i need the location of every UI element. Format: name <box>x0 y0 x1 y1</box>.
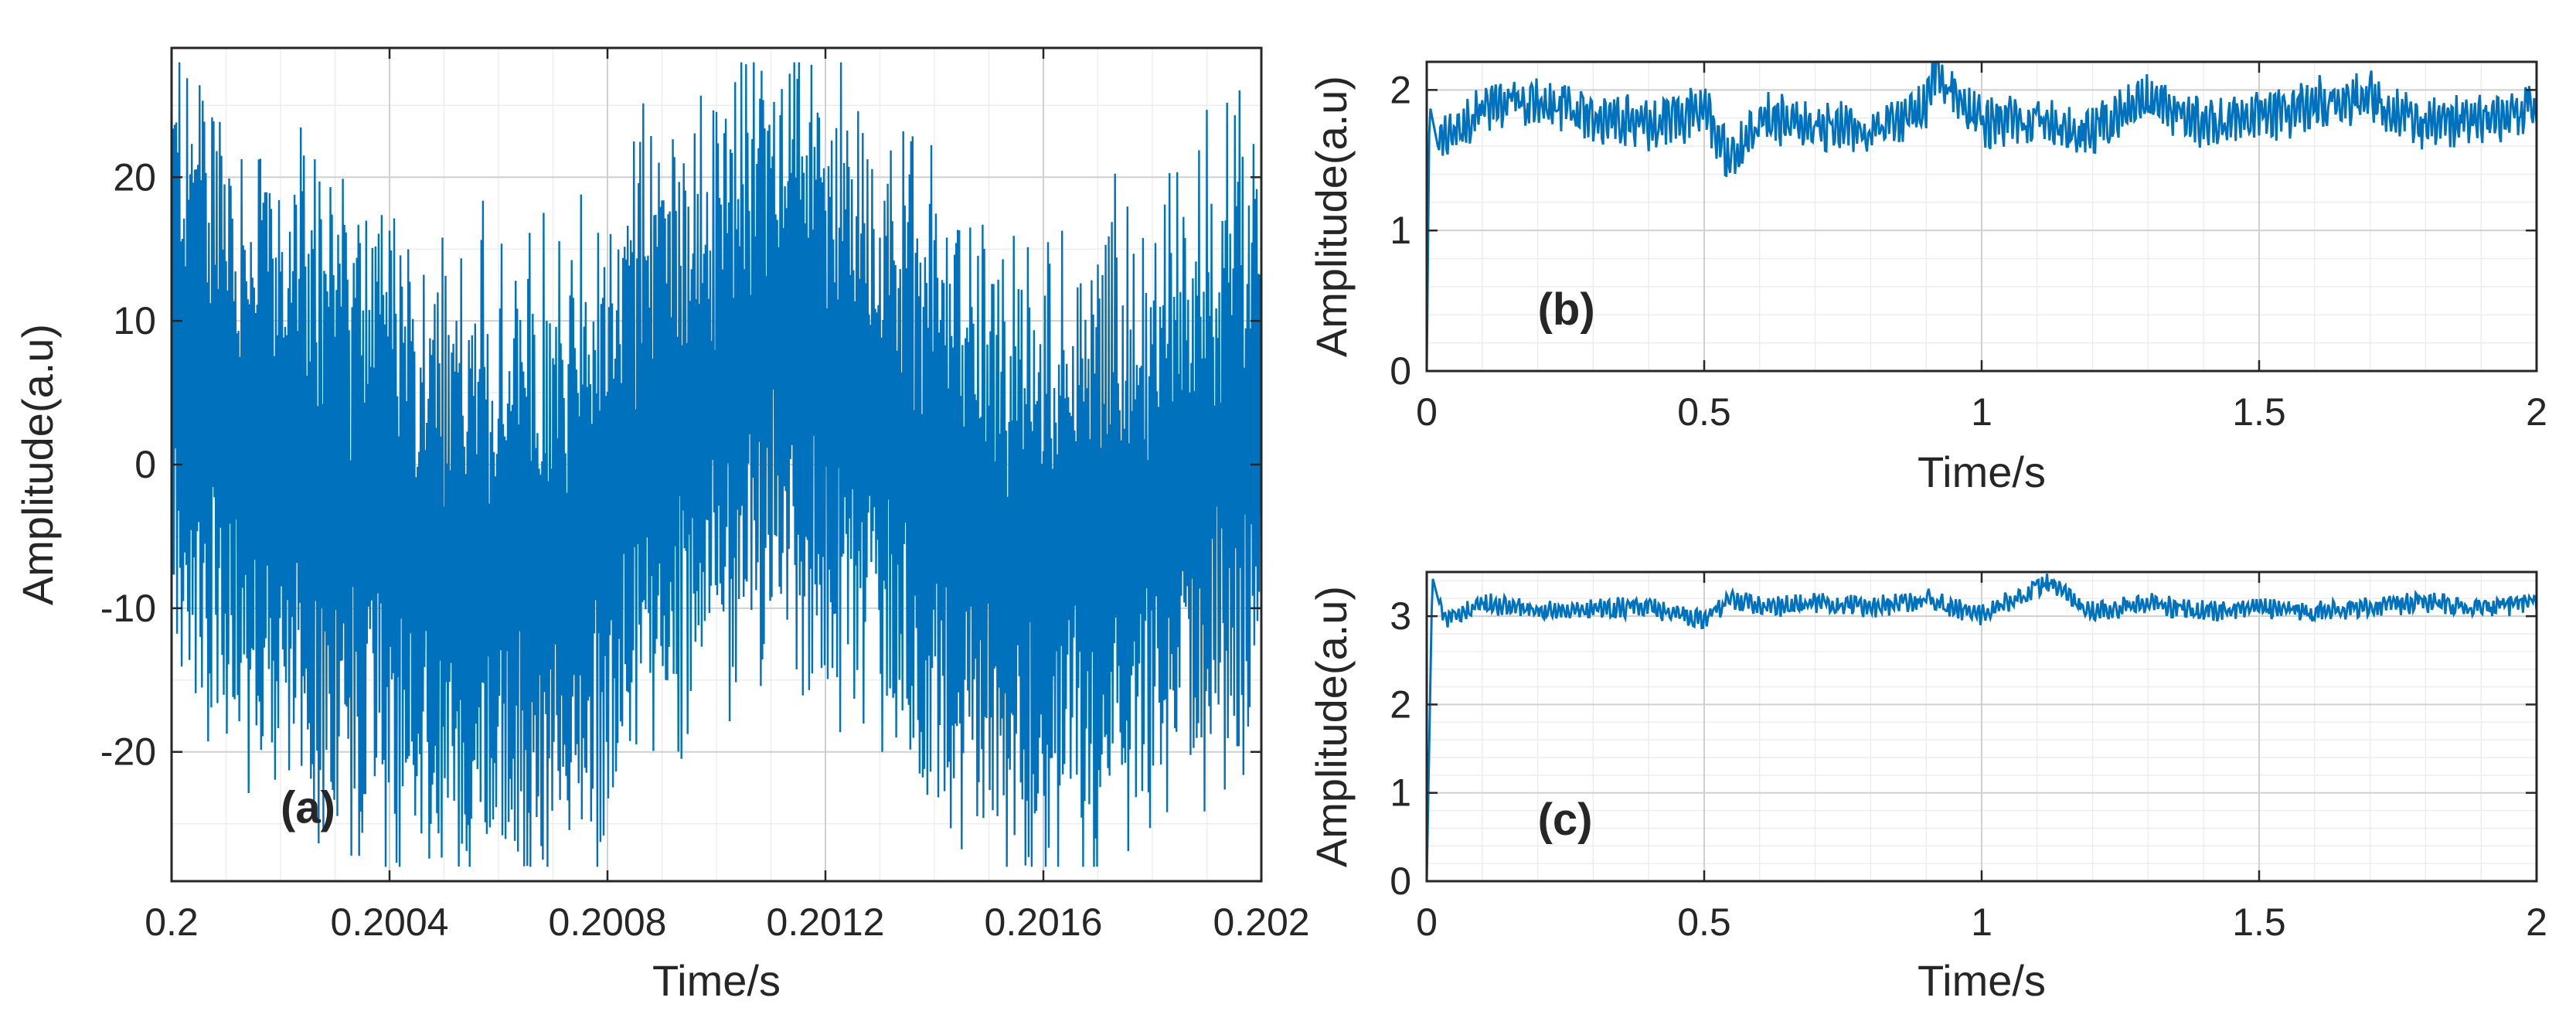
panel-label-c: (c) <box>1538 795 1593 845</box>
y-tick-label: 0 <box>1390 860 1411 903</box>
y-tick-label: 0 <box>1390 349 1411 393</box>
x-axis-label-a: Time/s <box>652 956 781 1005</box>
x-tick-label: 0 <box>1416 901 1438 944</box>
y-tick-label: 0 <box>134 443 156 486</box>
y-tick-label: 20 <box>113 155 156 199</box>
y-axis-label-c: Amplitude(a.u) <box>1307 586 1356 867</box>
y-tick-label: -20 <box>100 730 156 774</box>
x-tick-label: 1 <box>1971 390 1992 434</box>
chart-panel-b: 0 0.5 1 1.5 2 0 1 2 (b) Time/s Amplitude(a.u) <box>1307 60 2547 496</box>
x-tick-label: 0.2 <box>145 901 199 944</box>
x-tick-label: 2 <box>2526 901 2547 944</box>
y-tick-label: 10 <box>113 299 156 342</box>
x-ticks-b: 0 0.5 1 1.5 2 <box>1416 62 2547 434</box>
y-axis-label-b: Amplitude(a.u) <box>1307 76 1356 357</box>
x-tick-label: 1.5 <box>2232 901 2286 944</box>
x-axis-label-c: Time/s <box>1918 956 2046 1005</box>
y-tick-label: 2 <box>1390 68 1411 111</box>
x-tick-label: 1 <box>1971 901 1992 944</box>
x-tick-label: 0.5 <box>1677 901 1731 944</box>
x-axis-label-b: Time/s <box>1918 448 2046 496</box>
x-tick-label: 0.5 <box>1677 390 1731 434</box>
x-ticks-c: 0 0.5 1 1.5 2 <box>1416 572 2547 944</box>
y-tick-label: -10 <box>100 587 156 630</box>
chart-panel-c: 0 0.5 1 1.5 2 0 1 2 3 (c) Time/s Amplitude(a.u) <box>1307 570 2547 1005</box>
chart-panel-a: 0.2 0.2004 0.2008 0.2012 0.2016 0.202 -20-100… <box>13 46 1310 1005</box>
y-tick-label: 1 <box>1390 209 1411 252</box>
y-tick-label: 3 <box>1390 594 1411 638</box>
signal-trace-a <box>170 62 1263 867</box>
response-trace-b <box>1425 60 2538 372</box>
x-tick-label: 1.5 <box>2232 390 2286 434</box>
x-tick-label: 2 <box>2526 390 2547 434</box>
y-tick-label: 2 <box>1390 683 1411 726</box>
x-tick-label: 0.2008 <box>549 901 667 944</box>
x-tick-label: 0.2016 <box>985 901 1103 944</box>
x-ticks-a: 0.2 0.2004 0.2008 0.2012 0.2016 0.202 <box>145 48 1310 944</box>
x-tick-label: 0 <box>1416 390 1438 434</box>
y-ticks-b: 0 1 2 <box>1390 68 2537 393</box>
y-ticks-a: -20 -10 0 10 20 <box>100 155 1261 774</box>
y-ticks-c: 0 1 2 3 <box>1390 594 2537 903</box>
y-axis-label-a: Amplitude(a.u) <box>13 324 62 605</box>
response-trace-c <box>1425 574 2538 882</box>
x-tick-label: 0.2004 <box>331 901 449 944</box>
x-tick-label: 0.202 <box>1213 901 1309 944</box>
panel-label-b: (b) <box>1538 284 1595 335</box>
x-tick-label: 0.2012 <box>767 901 885 944</box>
y-tick-label: 1 <box>1390 771 1411 815</box>
panel-label-a: (a) <box>281 783 335 833</box>
